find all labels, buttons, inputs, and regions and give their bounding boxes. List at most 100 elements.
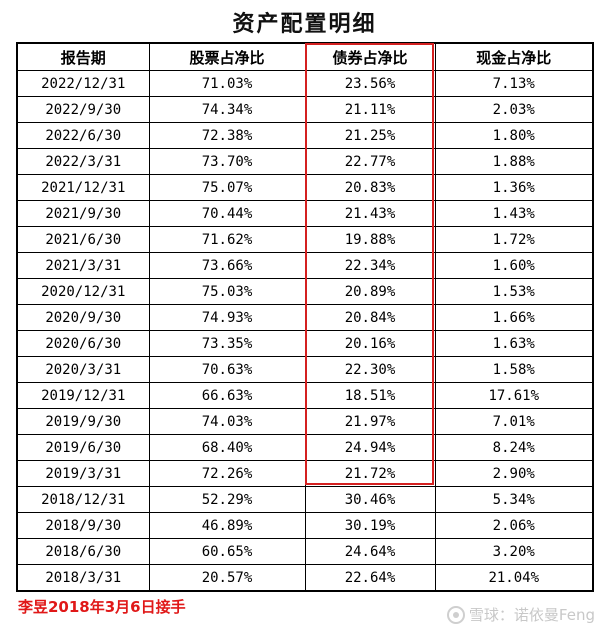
cell-stock-ratio: 68.40% xyxy=(148,434,306,461)
cell-bond-ratio: 21.25% xyxy=(304,122,436,149)
cell-stock-ratio: 60.65% xyxy=(148,538,306,565)
cell-stock-ratio: 73.70% xyxy=(148,148,306,175)
table-row: 2022/9/30 74.34% 21.11% 2.03% xyxy=(16,96,594,123)
cell-cash-ratio: 5.34% xyxy=(434,486,594,513)
cell-stock-ratio: 73.66% xyxy=(148,252,306,279)
cell-report-date: 2022/9/30 xyxy=(16,96,150,123)
cell-bond-ratio: 24.94% xyxy=(304,434,436,461)
cell-report-date: 2019/3/31 xyxy=(16,460,150,487)
cell-stock-ratio: 71.03% xyxy=(148,70,306,97)
cell-report-date: 2019/6/30 xyxy=(16,434,150,461)
cell-report-date: 2021/3/31 xyxy=(16,252,150,279)
cell-stock-ratio: 70.63% xyxy=(148,356,306,383)
cell-bond-ratio: 20.83% xyxy=(304,174,436,201)
page-title: 资产配置明细 xyxy=(232,11,377,37)
cell-bond-ratio: 23.56% xyxy=(304,70,436,97)
cell-cash-ratio: 1.63% xyxy=(434,330,594,357)
cell-stock-ratio: 71.62% xyxy=(148,226,306,253)
cell-report-date: 2022/12/31 xyxy=(16,70,150,97)
cell-bond-ratio: 21.72% xyxy=(304,460,436,487)
cell-stock-ratio: 70.44% xyxy=(148,200,306,227)
cell-cash-ratio: 2.90% xyxy=(434,460,594,487)
cell-report-date: 2020/9/30 xyxy=(16,304,150,331)
table-body: 2022/12/31 71.03% 23.56% 7.13% 2022/9/30 74.3… xyxy=(16,70,594,592)
cell-bond-ratio: 20.89% xyxy=(304,278,436,305)
cell-stock-ratio: 72.38% xyxy=(148,122,306,149)
cell-cash-ratio: 1.58% xyxy=(434,356,594,383)
table-row: 2020/3/31 70.63% 22.30% 1.58% xyxy=(16,356,594,383)
table-row: 2018/9/30 46.89% 30.19% 2.06% xyxy=(16,512,594,539)
cell-report-date: 2018/9/30 xyxy=(16,512,150,539)
cell-bond-ratio: 21.43% xyxy=(304,200,436,227)
cell-stock-ratio: 73.35% xyxy=(148,330,306,357)
table-row: 2019/9/30 74.03% 21.97% 7.01% xyxy=(16,408,594,435)
cell-stock-ratio: 74.03% xyxy=(148,408,306,435)
cell-bond-ratio: 20.84% xyxy=(304,304,436,331)
table-row: 2019/6/30 68.40% 24.94% 8.24% xyxy=(16,434,594,461)
cell-stock-ratio: 66.63% xyxy=(148,382,306,409)
cell-cash-ratio: 1.43% xyxy=(434,200,594,227)
table-row: 2018/12/31 52.29% 30.46% 5.34% xyxy=(16,486,594,513)
table-row: 2022/6/30 72.38% 21.25% 1.80% xyxy=(16,122,594,149)
cell-cash-ratio: 1.36% xyxy=(434,174,594,201)
cell-stock-ratio: 75.07% xyxy=(148,174,306,201)
table-row: 2019/12/31 66.63% 18.51% 17.61% xyxy=(16,382,594,409)
cell-bond-ratio: 21.11% xyxy=(304,96,436,123)
cell-bond-ratio: 24.64% xyxy=(304,538,436,565)
cell-cash-ratio: 1.72% xyxy=(434,226,594,253)
cell-cash-ratio: 1.88% xyxy=(434,148,594,175)
cell-report-date: 2021/12/31 xyxy=(16,174,150,201)
cell-cash-ratio: 1.80% xyxy=(434,122,594,149)
header-bond-ratio: 债券占净比 xyxy=(304,42,436,71)
table-row: 2022/12/31 71.03% 23.56% 7.13% xyxy=(16,70,594,97)
cell-cash-ratio: 8.24% xyxy=(434,434,594,461)
table-row: 2021/3/31 73.66% 22.34% 1.60% xyxy=(16,252,594,279)
cell-cash-ratio: 21.04% xyxy=(434,564,594,592)
cell-cash-ratio: 1.53% xyxy=(434,278,594,305)
cell-cash-ratio: 1.60% xyxy=(434,252,594,279)
header-stock-ratio: 股票占净比 xyxy=(148,42,306,71)
cell-bond-ratio: 22.64% xyxy=(304,564,436,592)
cell-report-date: 2022/6/30 xyxy=(16,122,150,149)
cell-report-date: 2020/3/31 xyxy=(16,356,150,383)
cell-report-date: 2021/9/30 xyxy=(16,200,150,227)
cell-stock-ratio: 20.57% xyxy=(148,564,306,592)
cell-bond-ratio: 18.51% xyxy=(304,382,436,409)
cell-report-date: 2018/6/30 xyxy=(16,538,150,565)
cell-cash-ratio: 17.61% xyxy=(434,382,594,409)
table-header-row: 报告期 股票占净比 债券占净比 现金占净比 xyxy=(16,42,594,71)
cell-cash-ratio: 1.66% xyxy=(434,304,594,331)
cell-report-date: 2022/3/31 xyxy=(16,148,150,175)
cell-bond-ratio: 30.19% xyxy=(304,512,436,539)
table-row: 2020/12/31 75.03% 20.89% 1.53% xyxy=(16,278,594,305)
cell-report-date: 2018/12/31 xyxy=(16,486,150,513)
table-row: 2020/9/30 74.93% 20.84% 1.66% xyxy=(16,304,594,331)
watermark: 雪球：诺依曼Feng xyxy=(446,604,595,625)
cell-stock-ratio: 74.93% xyxy=(148,304,306,331)
cell-bond-ratio: 21.97% xyxy=(304,408,436,435)
manager-takeover-note: 李昱2018年3月6日接手 xyxy=(18,598,186,616)
table-row: 2018/6/30 60.65% 24.64% 3.20% xyxy=(16,538,594,565)
cell-stock-ratio: 72.26% xyxy=(148,460,306,487)
cell-cash-ratio: 7.01% xyxy=(434,408,594,435)
cell-stock-ratio: 52.29% xyxy=(148,486,306,513)
cell-stock-ratio: 46.89% xyxy=(148,512,306,539)
cell-cash-ratio: 2.03% xyxy=(434,96,594,123)
cell-report-date: 2019/12/31 xyxy=(16,382,150,409)
asset-allocation-table: 报告期 股票占净比 债券占净比 现金占净比 2022/12/31 71.03% 23.56… xyxy=(16,42,594,592)
cell-report-date: 2019/9/30 xyxy=(16,408,150,435)
table-row: 2022/3/31 73.70% 22.77% 1.88% xyxy=(16,148,594,175)
snowball-logo-icon xyxy=(446,605,465,624)
cell-bond-ratio: 30.46% xyxy=(304,486,436,513)
table-row: 2021/6/30 71.62% 19.88% 1.72% xyxy=(16,226,594,253)
cell-cash-ratio: 2.06% xyxy=(434,512,594,539)
cell-cash-ratio: 7.13% xyxy=(434,70,594,97)
table-row: 2018/3/31 20.57% 22.64% 21.04% xyxy=(16,564,594,592)
cell-bond-ratio: 22.34% xyxy=(304,252,436,279)
cell-report-date: 2021/6/30 xyxy=(16,226,150,253)
cell-stock-ratio: 75.03% xyxy=(148,278,306,305)
cell-report-date: 2020/6/30 xyxy=(16,330,150,357)
cell-bond-ratio: 22.77% xyxy=(304,148,436,175)
table-row: 2021/9/30 70.44% 21.43% 1.43% xyxy=(16,200,594,227)
